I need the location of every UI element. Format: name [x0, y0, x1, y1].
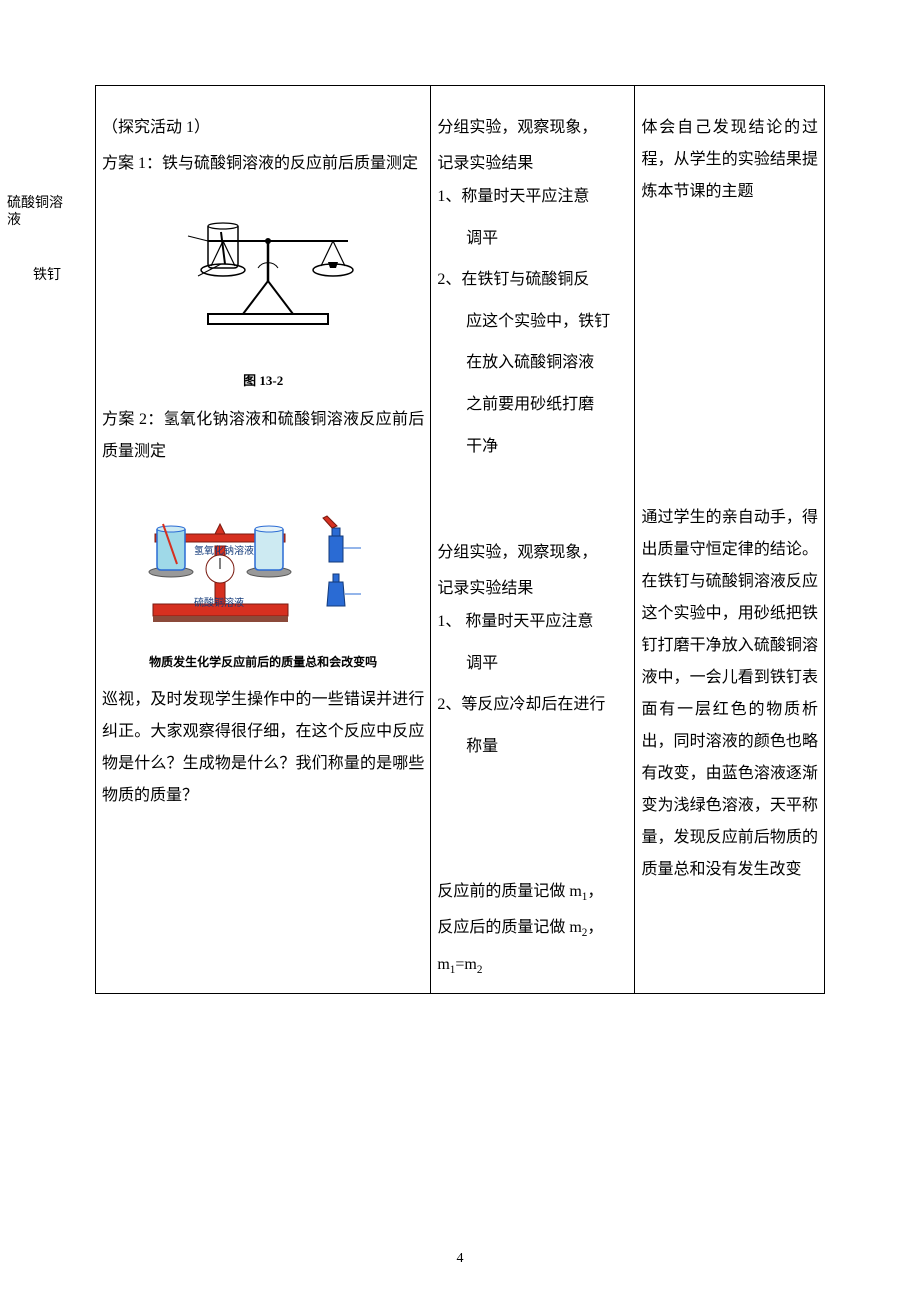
list-item-cont: 称量 [437, 734, 628, 760]
text: 记录实验结果 [437, 573, 628, 605]
list-item: 1、 称量时天平应注意 [437, 609, 628, 635]
col3-block2: 通过学生的亲自动手，得出质量守恒定律的结论。在铁钉与硫酸铜溶液反应这个实验中，用… [641, 502, 818, 886]
col2-block3: 反应前的质量记做 m1， 反应后的质量记做 m2， m1=m2 [437, 876, 628, 982]
text: 分组实验，观察现象， [437, 112, 628, 144]
list-item-cont: 调平 [437, 651, 628, 677]
list-item-cont: 在放入硫酸铜溶液 [437, 350, 628, 376]
col2-block1: 分组实验，观察现象， 记录实验结果 1、称量时天平应注意 调平 2、在铁钉与硫酸… [437, 112, 628, 459]
text: 记录实验结果 [437, 148, 628, 180]
figure-2: 氢氧化钠溶液 硫酸铜溶液 物质发生化学反应前后的质量总和会改变吗 [102, 474, 424, 674]
mass-before: 反应前的质量记做 m1， [437, 876, 628, 909]
list-item-cont: 应这个实验中，铁钉 [437, 309, 628, 335]
list-item: 2、在铁钉与硫酸铜反 [437, 267, 628, 293]
cell-teacher-activity: （探究活动 1） 方案 1：铁与硫酸铜溶液的反应前后质量测定 [96, 86, 431, 994]
balance-scale-diagram-1 [153, 186, 373, 336]
table-row: （探究活动 1） 方案 1：铁与硫酸铜溶液的反应前后质量测定 [96, 86, 825, 994]
col2-block2: 分组实验，观察现象， 记录实验结果 1、 称量时天平应注意 调平 2、等反应冷却… [437, 537, 628, 759]
lesson-table: （探究活动 1） 方案 1：铁与硫酸铜溶液的反应前后质量测定 [95, 85, 825, 994]
list-item-cont: 之前要用砂纸打磨 [437, 392, 628, 418]
col1-bottom-para: 巡视，及时发现学生操作中的一些错误并进行纠正。大家观察得很仔细，在这个反应中反应… [102, 684, 424, 812]
plan2-title: 方案 2：氢氧化钠溶液和硫酸铜溶液反应前后质量测定 [102, 404, 424, 468]
activity-label: （探究活动 1） [102, 112, 424, 144]
fig1-label-nail: 铁钉 [22, 262, 72, 290]
fig2-label-naoh: 氢氧化钠溶液 [194, 542, 264, 562]
mass-equation: m1=m2 [437, 949, 628, 982]
list-item-cont: 干净 [437, 434, 628, 460]
page-number: 4 [0, 1251, 920, 1267]
col3-block1: 体会自己发现结论的过程，从学生的实验结果提炼本节课的主题 [641, 112, 818, 208]
fig1-caption: 图 13-2 [102, 368, 424, 394]
list-item-cont: 调平 [437, 226, 628, 252]
text: 分组实验，观察现象， [437, 537, 628, 569]
page: （探究活动 1） 方案 1：铁与硫酸铜溶液的反应前后质量测定 [0, 0, 920, 1302]
fig2-caption: 物质发生化学反应前后的质量总和会改变吗 [102, 650, 424, 674]
plan1-title: 方案 1：铁与硫酸铜溶液的反应前后质量测定 [102, 148, 424, 180]
fig1-label-solution: 硫酸铜溶液 [7, 196, 67, 230]
figure-1: 硫酸铜溶液 铁钉 图 13-2 [102, 186, 424, 394]
cell-design-intent: 体会自己发现结论的过程，从学生的实验结果提炼本节课的主题 通过学生的亲自动手，得… [635, 86, 825, 994]
cell-student-activity: 分组实验，观察现象， 记录实验结果 1、称量时天平应注意 调平 2、在铁钉与硫酸… [431, 86, 635, 994]
list-item: 1、称量时天平应注意 [437, 184, 628, 210]
list-item: 2、等反应冷却后在进行 [437, 692, 628, 718]
fig2-label-cuso4: 硫酸铜溶液 [194, 594, 264, 614]
mass-after: 反应后的质量记做 m2， [437, 912, 628, 945]
